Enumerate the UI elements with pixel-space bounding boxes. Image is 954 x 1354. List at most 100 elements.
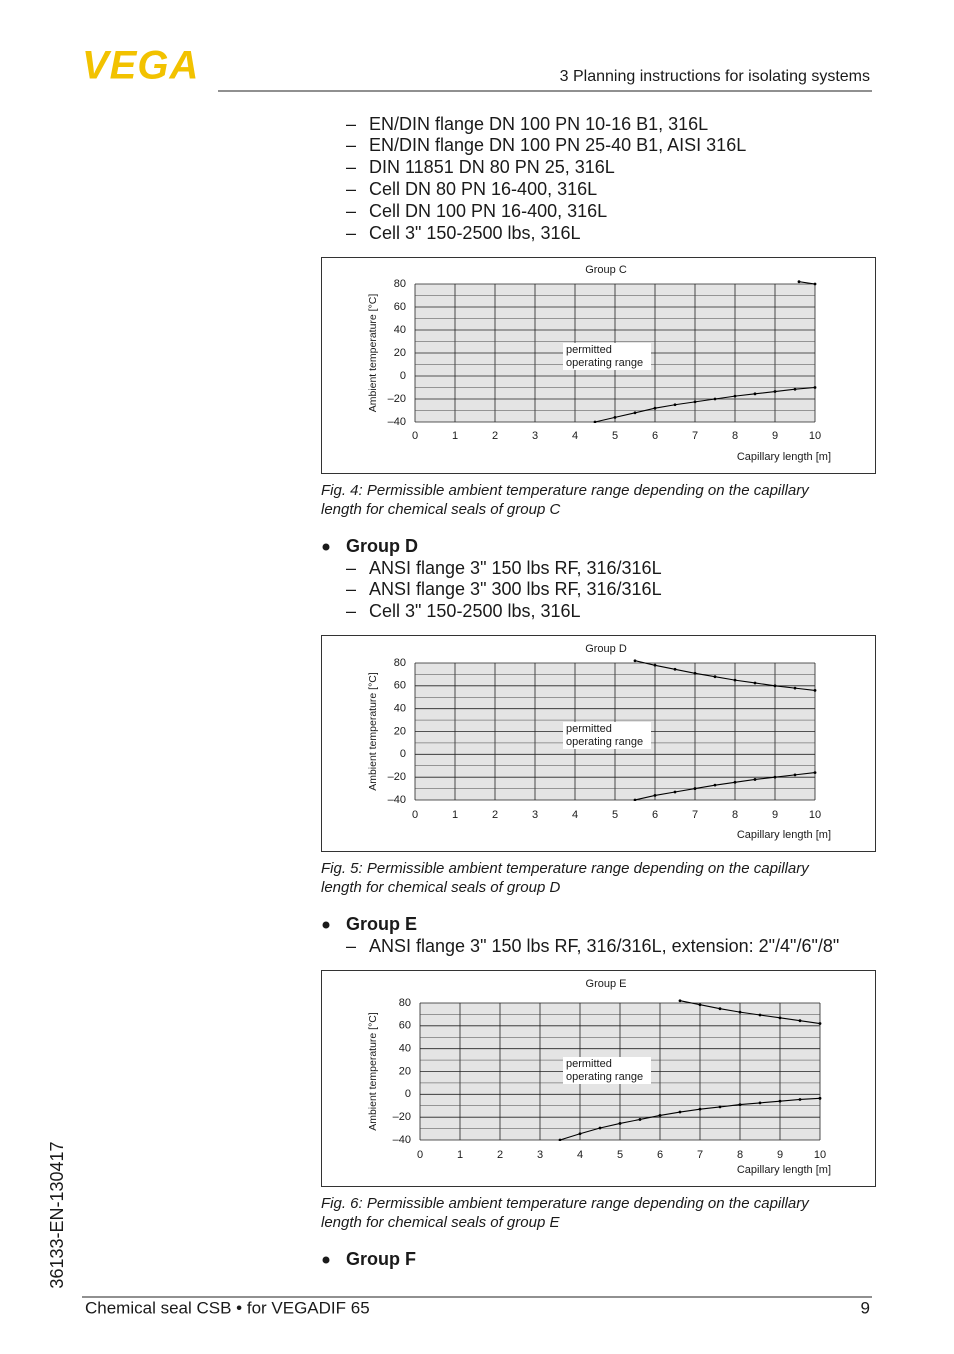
curve-point <box>713 675 717 679</box>
y-tick-label: 80 <box>394 278 406 290</box>
list-dash: – <box>346 936 356 956</box>
chart-title: Group C <box>585 264 627 276</box>
curve-point <box>718 1105 722 1109</box>
curve-point <box>813 771 817 774</box>
curve-point <box>673 403 677 407</box>
group-label: Group F <box>346 1249 416 1269</box>
annotation: operating range <box>566 1071 643 1083</box>
curve-point <box>673 667 677 671</box>
bullet <box>322 921 330 929</box>
list-dash: – <box>346 179 356 199</box>
curve-point <box>758 1013 762 1017</box>
y-tick-label: 40 <box>394 703 406 715</box>
x-tick-label: 6 <box>657 1149 663 1161</box>
curve-point <box>793 773 797 777</box>
curve-point <box>693 787 697 790</box>
curve-point <box>813 386 817 389</box>
y-tick-label: 80 <box>394 657 406 669</box>
group-label: Group E <box>346 914 417 934</box>
curve <box>634 660 816 691</box>
list-item: Cell 3" 150-2500 lbs, 316L <box>369 601 581 621</box>
curve-point <box>678 1110 682 1114</box>
x-tick-label: 8 <box>732 809 738 821</box>
curve-point <box>693 671 697 675</box>
x-tick-label: 9 <box>777 1149 783 1161</box>
curve-point <box>593 420 597 423</box>
list-item: EN/DIN flange DN 100 PN 25-40 B1, AISI 3… <box>369 135 746 155</box>
x-tick-label: 0 <box>417 1149 423 1161</box>
curve-point <box>653 794 657 797</box>
curve <box>634 772 816 801</box>
curve-point <box>738 1010 742 1014</box>
x-tick-label: 0 <box>412 430 418 442</box>
x-axis-label: Capillary length [m] <box>737 829 831 841</box>
curve-point <box>753 392 757 396</box>
annotation: permitted <box>566 344 612 356</box>
curves <box>593 280 817 423</box>
group-label: Group D <box>346 536 418 556</box>
curve-point <box>698 1003 702 1007</box>
curve-point <box>753 681 757 685</box>
list-item: ANSI flange 3" 150 lbs RF, 316/316L <box>369 558 662 578</box>
y-axis-label: Ambient temperature [°C] <box>367 672 379 791</box>
curve-point <box>818 1022 822 1025</box>
curves <box>558 999 822 1141</box>
y-tick-label: 80 <box>399 997 411 1009</box>
list-item: DIN 11851 DN 80 PN 25, 316L <box>369 157 615 177</box>
x-tick-label: 3 <box>532 809 538 821</box>
curve-point <box>633 798 637 801</box>
curve-point <box>633 659 637 663</box>
x-tick-label: 10 <box>814 1149 826 1161</box>
y-axis-label: Ambient temperature [°C] <box>367 1012 379 1131</box>
x-tick-label: 7 <box>697 1149 703 1161</box>
y-tick-label: 40 <box>399 1043 411 1055</box>
x-tick-label: 7 <box>692 430 698 442</box>
curve-point <box>558 1138 562 1141</box>
list-item: ANSI flange 3" 150 lbs RF, 316/316L, ext… <box>369 936 839 956</box>
annotation: operating range <box>566 357 643 369</box>
curve <box>559 1097 821 1141</box>
curve-point <box>773 684 777 688</box>
list-item: ANSI flange 3" 300 lbs RF, 316/316L <box>369 579 662 599</box>
chart-title: Group E <box>586 978 627 990</box>
annotation-box <box>563 1057 651 1084</box>
y-tick-label: 20 <box>399 1065 411 1077</box>
list-dash: – <box>346 201 356 221</box>
curve-point <box>693 400 697 404</box>
curve-point <box>813 282 817 286</box>
figure-caption: length for chemical seals of group C <box>321 501 560 518</box>
list-dash: – <box>346 579 356 599</box>
x-tick-label: 7 <box>692 809 698 821</box>
curve-point <box>753 778 757 781</box>
list-item: Cell 3" 150-2500 lbs, 316L <box>369 223 581 243</box>
bullet <box>322 543 330 551</box>
y-tick-label: 60 <box>399 1020 411 1032</box>
x-tick-label: 6 <box>652 430 658 442</box>
curve-point <box>793 686 797 690</box>
list-dash: – <box>346 601 356 621</box>
x-tick-label: 10 <box>809 430 821 442</box>
x-tick-label: 9 <box>772 809 778 821</box>
curve-point <box>653 663 657 667</box>
curve-point <box>813 689 817 692</box>
x-tick-label: 2 <box>497 1149 503 1161</box>
figure-caption: length for chemical seals of group E <box>321 1214 560 1231</box>
x-tick-label: 4 <box>572 809 578 821</box>
doc-id: 36133-EN-130417 <box>47 1141 67 1288</box>
x-tick-label: 9 <box>772 430 778 442</box>
annotation-box <box>563 343 651 370</box>
annotation-box <box>563 722 651 749</box>
x-tick-label: 6 <box>652 809 658 821</box>
x-tick-label: 5 <box>617 1149 623 1161</box>
curve-point <box>773 775 777 779</box>
x-tick-label: 2 <box>492 430 498 442</box>
curve-point <box>793 387 797 391</box>
y-axis-label: Ambient temperature [°C] <box>367 294 379 413</box>
curve-point <box>733 780 737 784</box>
annotation: operating range <box>566 736 643 748</box>
curve-point <box>718 1007 722 1011</box>
x-tick-label: 3 <box>532 430 538 442</box>
x-tick-label: 10 <box>809 809 821 821</box>
y-tick-label: –40 <box>388 416 406 428</box>
x-tick-label: 5 <box>612 430 618 442</box>
